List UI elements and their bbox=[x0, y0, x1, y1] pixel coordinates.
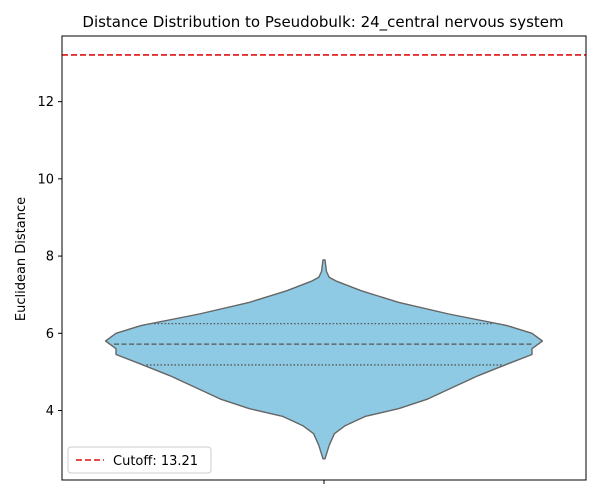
plot-area: 4 6 8 10 12 bbox=[37, 35, 587, 484]
y-tick-label: 4 bbox=[46, 404, 54, 419]
legend: Cutoff: 13.21 bbox=[67, 446, 212, 474]
legend-box bbox=[67, 446, 212, 474]
chart-title: Distance Distribution to Pseudobulk: 24_… bbox=[82, 13, 563, 32]
y-tick-label: 6 bbox=[46, 327, 54, 342]
violin-body bbox=[104, 259, 544, 460]
y-axis-label: Euclidean Distance bbox=[14, 197, 29, 321]
y-tick-label: 8 bbox=[46, 250, 54, 265]
y-tick-label: 12 bbox=[37, 95, 54, 110]
y-tick-label: 10 bbox=[37, 172, 54, 187]
legend-cutoff-label: Cutoff: 13.21 bbox=[113, 454, 198, 469]
